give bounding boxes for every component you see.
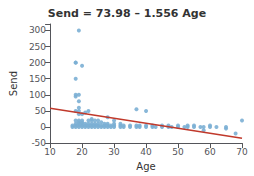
svg-text:40: 40 [140, 147, 152, 157]
svg-text:-50: -50 [31, 138, 47, 149]
svg-text:250: 250 [29, 42, 46, 52]
svg-text:50: 50 [172, 147, 184, 157]
svg-text:150: 150 [29, 74, 46, 84]
svg-text:200: 200 [29, 58, 46, 68]
svg-text:60: 60 [204, 147, 216, 157]
svg-text:100: 100 [29, 90, 46, 100]
svg-text:Age: Age [136, 161, 155, 172]
svg-text:50: 50 [35, 106, 47, 116]
svg-text:0: 0 [40, 122, 46, 132]
svg-text:Send = 73.98 – 1.556 Age: Send = 73.98 – 1.556 Age [48, 7, 206, 20]
svg-text:300: 300 [29, 25, 46, 35]
svg-text:20: 20 [76, 147, 88, 157]
svg-text:10: 10 [44, 147, 56, 157]
svg-text:70: 70 [236, 147, 248, 157]
svg-text:Send: Send [8, 71, 19, 96]
svg-text:30: 30 [108, 147, 120, 157]
